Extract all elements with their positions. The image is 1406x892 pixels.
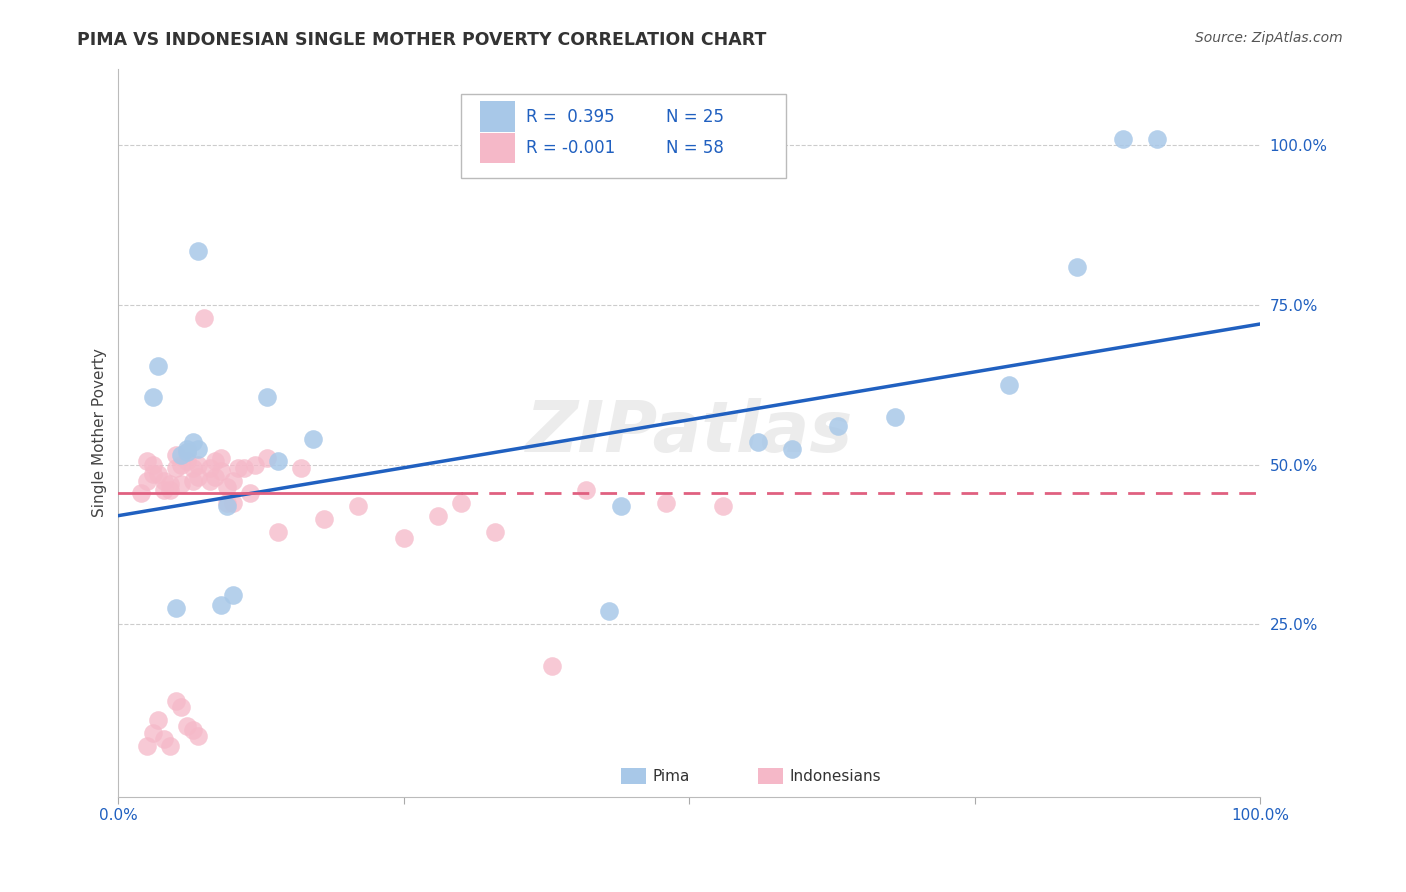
Point <box>181 460 204 475</box>
Point <box>215 499 238 513</box>
Point <box>181 723 204 737</box>
Point <box>209 598 232 612</box>
Point <box>165 601 187 615</box>
FancyBboxPatch shape <box>461 94 786 178</box>
Text: R =  0.395: R = 0.395 <box>526 108 614 126</box>
Point <box>226 460 249 475</box>
Point <box>204 470 226 484</box>
Point <box>827 419 849 434</box>
Point <box>609 499 631 513</box>
Text: R = -0.001: R = -0.001 <box>526 139 616 157</box>
Point <box>198 460 221 475</box>
Text: PIMA VS INDONESIAN SINGLE MOTHER POVERTY CORRELATION CHART: PIMA VS INDONESIAN SINGLE MOTHER POVERTY… <box>77 31 766 49</box>
Point <box>159 483 181 497</box>
Point <box>129 486 152 500</box>
Point <box>176 444 198 458</box>
Point <box>159 739 181 753</box>
Point <box>209 464 232 478</box>
Point <box>747 435 769 450</box>
Point <box>187 729 209 743</box>
Point <box>575 483 598 497</box>
Point <box>484 524 506 539</box>
Point <box>427 508 450 523</box>
Point <box>221 496 243 510</box>
Point <box>267 524 290 539</box>
Point <box>153 483 176 497</box>
Bar <box>758 768 783 784</box>
Point <box>148 467 170 482</box>
Point <box>170 476 193 491</box>
Point <box>209 451 232 466</box>
Text: Indonesians: Indonesians <box>790 769 882 784</box>
Point <box>187 458 209 472</box>
Point <box>142 458 165 472</box>
Point <box>221 589 243 603</box>
Point <box>136 454 159 468</box>
Y-axis label: Single Mother Poverty: Single Mother Poverty <box>93 348 107 517</box>
Point <box>450 496 472 510</box>
Point <box>136 474 159 488</box>
Point <box>170 458 193 472</box>
Point <box>1146 132 1168 146</box>
Point <box>176 719 198 733</box>
Point <box>176 444 198 458</box>
Point <box>176 442 198 456</box>
Point <box>312 512 335 526</box>
Text: ZIPatlas: ZIPatlas <box>526 398 853 467</box>
Point <box>204 454 226 468</box>
Point <box>655 496 678 510</box>
Point <box>142 726 165 740</box>
Bar <box>620 768 645 784</box>
Point <box>541 658 564 673</box>
Point <box>142 467 165 482</box>
Point <box>267 454 290 468</box>
Point <box>256 451 278 466</box>
Point <box>215 496 238 510</box>
Point <box>1112 132 1135 146</box>
Bar <box>481 102 515 132</box>
Point <box>347 499 370 513</box>
Point <box>165 448 187 462</box>
Point <box>233 460 256 475</box>
Point <box>136 739 159 753</box>
Point <box>198 474 221 488</box>
Point <box>193 310 215 325</box>
Point <box>1066 260 1088 274</box>
Point <box>170 448 193 462</box>
Text: Source: ZipAtlas.com: Source: ZipAtlas.com <box>1195 31 1343 45</box>
Point <box>301 432 323 446</box>
Point <box>187 244 209 258</box>
Text: Pima: Pima <box>652 769 690 784</box>
Point <box>392 531 415 545</box>
Point <box>215 480 238 494</box>
Point <box>239 486 262 500</box>
Point <box>165 460 187 475</box>
Point <box>153 732 176 747</box>
Point <box>181 435 204 450</box>
Point <box>165 694 187 708</box>
Point <box>153 474 176 488</box>
Point <box>181 474 204 488</box>
Point <box>883 409 905 424</box>
Point <box>713 499 735 513</box>
Point <box>221 474 243 488</box>
Point <box>170 700 193 714</box>
Text: N = 25: N = 25 <box>666 108 724 126</box>
Point <box>187 470 209 484</box>
Point <box>148 713 170 727</box>
Point <box>142 391 165 405</box>
Point <box>176 454 198 468</box>
Bar <box>481 133 515 163</box>
Point <box>998 377 1021 392</box>
Text: N = 58: N = 58 <box>666 139 724 157</box>
Point <box>256 391 278 405</box>
Point <box>187 442 209 456</box>
Point <box>598 604 620 618</box>
Point <box>290 460 312 475</box>
Point <box>148 359 170 373</box>
Point <box>159 476 181 491</box>
Point <box>780 442 803 456</box>
Point <box>245 458 267 472</box>
